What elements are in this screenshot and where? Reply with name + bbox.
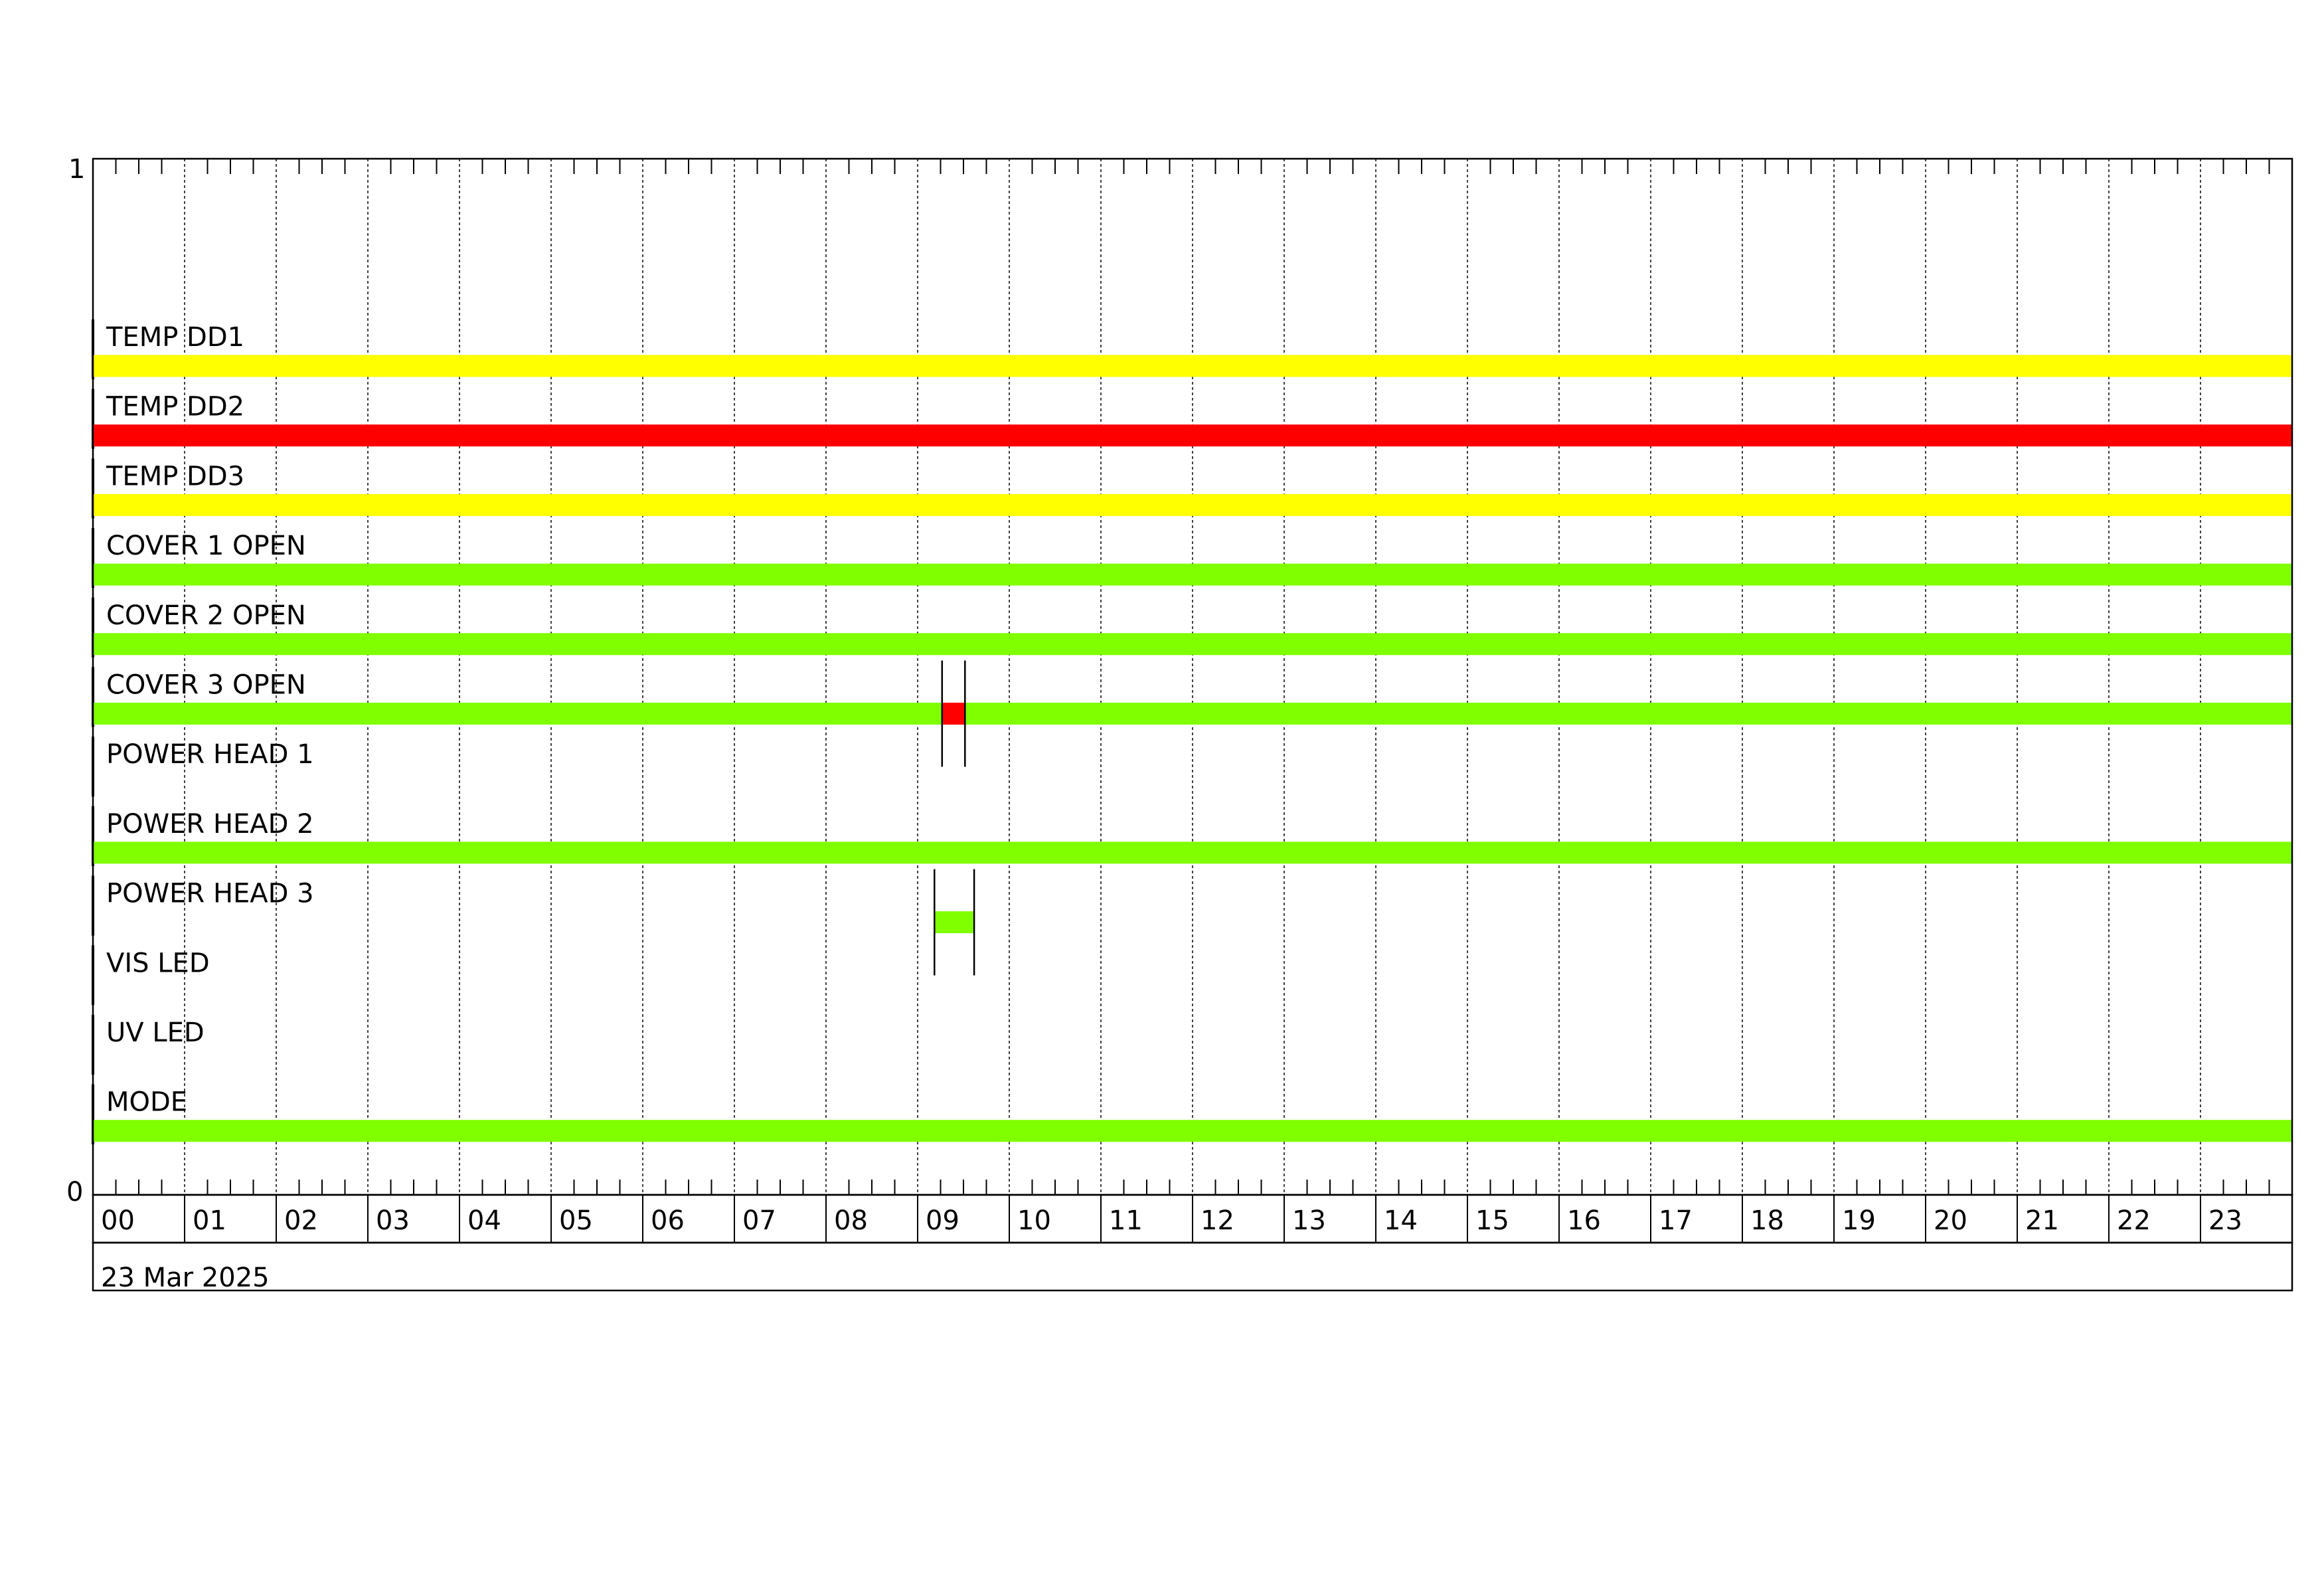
axis-layer: 1 0 23 Mar 2025 00 01 02 03 04 05 06 07 08 09 10 11… <box>66 154 2293 1293</box>
x-tick-label: 09 <box>926 1205 959 1236</box>
x-tick-label: 05 <box>559 1205 593 1236</box>
status-segment <box>93 355 2292 377</box>
row-label: UV LED <box>106 1018 205 1048</box>
y-tick-label-0: 0 <box>66 1177 83 1207</box>
x-tick-label: 07 <box>742 1205 776 1236</box>
x-tick-label: 22 <box>2117 1205 2151 1236</box>
row-label: MODE <box>106 1087 187 1118</box>
x-tick-label: 17 <box>1659 1205 1693 1236</box>
x-tick-label: 18 <box>1750 1205 1784 1236</box>
y-tick-label-1: 1 <box>68 154 85 185</box>
x-tick-label: 16 <box>1567 1205 1601 1236</box>
x-tick-label: 14 <box>1384 1205 1418 1236</box>
status-segment <box>942 703 965 725</box>
date-axis-box <box>92 1241 2293 1292</box>
row-label: POWER HEAD 2 <box>106 809 314 840</box>
status-segment <box>934 911 975 934</box>
x-tick-label: 23 <box>2208 1205 2242 1236</box>
status-segment <box>93 1120 2292 1142</box>
row-label: TEMP DD2 <box>106 392 244 422</box>
x-tick-label: 19 <box>1842 1205 1876 1236</box>
x-tick-label: 15 <box>1475 1205 1509 1236</box>
status-segment <box>93 424 2292 447</box>
row-label: TEMP DD1 <box>106 322 244 353</box>
row-label: POWER HEAD 3 <box>106 879 314 909</box>
x-tick-label: 10 <box>1017 1205 1051 1236</box>
row-label: COVER 1 OPEN <box>106 531 306 561</box>
row-label: POWER HEAD 1 <box>106 739 314 770</box>
date-label: 23 Mar 2025 <box>101 1263 270 1293</box>
x-tick-label: 00 <box>101 1205 135 1236</box>
row-label: TEMP DD3 <box>106 461 244 491</box>
x-tick-label: 20 <box>1934 1205 1967 1236</box>
grid-layer <box>115 159 2270 1195</box>
x-tick-label: 08 <box>834 1205 868 1236</box>
x-tick-label: 04 <box>467 1205 501 1236</box>
x-tick-label: 13 <box>1292 1205 1326 1236</box>
row-label: COVER 3 OPEN <box>106 670 306 701</box>
status-segment <box>93 563 2292 586</box>
x-tick-label: 02 <box>284 1205 318 1236</box>
x-tick-label: 12 <box>1201 1205 1234 1236</box>
x-tick-label: 01 <box>193 1205 226 1236</box>
x-tick-label: 03 <box>376 1205 410 1236</box>
status-segment <box>93 493 2292 516</box>
x-tick-label: 11 <box>1109 1205 1143 1236</box>
x-tick-label: 06 <box>651 1205 685 1236</box>
x-tick-label: 21 <box>2025 1205 2059 1236</box>
row-label: COVER 2 OPEN <box>106 600 306 631</box>
status-segment <box>965 703 2292 725</box>
status-segment <box>93 633 2292 656</box>
status-segment <box>93 841 2292 864</box>
status-segment <box>93 703 942 725</box>
row-label: VIS LED <box>106 948 210 978</box>
